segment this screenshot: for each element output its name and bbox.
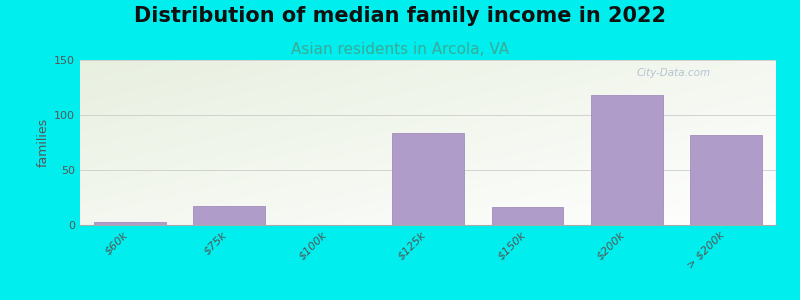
Text: Asian residents in Arcola, VA: Asian residents in Arcola, VA xyxy=(291,42,509,57)
Bar xyxy=(690,135,762,225)
Bar xyxy=(194,206,265,225)
Text: Distribution of median family income in 2022: Distribution of median family income in … xyxy=(134,6,666,26)
Y-axis label: families: families xyxy=(37,118,50,167)
Bar xyxy=(94,222,166,225)
Bar xyxy=(492,207,563,225)
Bar xyxy=(591,95,662,225)
Bar xyxy=(392,133,464,225)
Text: City-Data.com: City-Data.com xyxy=(637,68,711,78)
